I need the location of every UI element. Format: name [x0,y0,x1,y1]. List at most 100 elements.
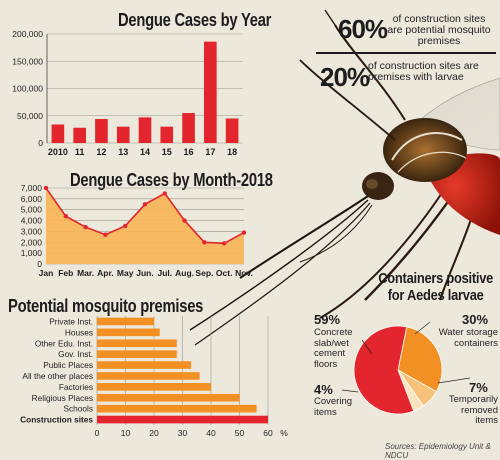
y-tick-label: 2,000 [21,237,43,247]
pie-label-concrete: Concrete slab/wet cement floors [314,327,353,370]
bar-12 [95,119,108,143]
point-Mar. [83,224,88,230]
pie-pct-removed: 7% [469,380,488,395]
x-tick-label: 11 [75,147,85,157]
x-tick-label: Mar. [77,268,94,278]
y-tick-label: Other Edu. Inst. [35,338,93,348]
point-May [123,223,128,229]
bar-houses [97,328,160,337]
x-tick-label: 16 [184,147,194,157]
x-tick-label: Jun. [136,268,153,278]
pie-pct-concrete: 59% [314,312,341,327]
bar-schools [97,404,257,413]
x-tick-label: 40 [206,428,216,438]
y-tick-label: 0 [37,259,42,269]
bar-15 [160,126,174,143]
x-tick-label: 10 [121,428,131,438]
x-tick-label: Jan [39,268,54,278]
x-tick-label: Feb [58,268,73,278]
y-tick-label: 4,000 [21,216,43,226]
point-Nov. [241,230,247,235]
pie-label-removed: Temporarily removed items [448,394,498,426]
x-tick-label: 20 [149,428,159,438]
x-tick-label: 12 [96,147,106,157]
bar-private-inst- [97,317,154,326]
x-tick-label: Sep. [195,268,213,278]
x-tick-label: Nov. [235,268,253,278]
x-tick-label: 13 [118,147,128,157]
area-fill [46,188,244,264]
chart-title-year: Dengue Cases by Year [118,10,272,30]
pie-label-water: Water storage containers [438,327,498,349]
y-tick-label: Religious Places [32,393,93,403]
x-tick-label: Apr. [97,268,114,278]
bar-11 [73,127,86,143]
x-tick-label: 50 [235,428,245,438]
x-tick-label: 14 [140,147,150,157]
y-tick-label: 200,000 [12,29,43,39]
chart-dengue-by-year: 0 50,000 100,000 150,000 200,000 2010 11 12 13 14… [12,29,243,157]
stat-value-1: 60% [338,14,388,44]
y-tick-label: Houses [65,327,93,337]
point-Oct. [222,241,227,246]
point-Feb [63,214,68,219]
y-tick-label: 3,000 [21,226,43,236]
x-tick-label: May [117,268,134,278]
y-tick-label: Construction sites [20,415,93,425]
chart-title-premises: Potential mosquito premises [8,296,204,316]
y-tick-label: Schools [63,404,93,414]
bar-16 [182,113,195,143]
x-tick-label: 0 [95,428,100,438]
pie-pct-covering: 4% [314,382,333,397]
x-unit-label: % [280,428,288,438]
point-Sep. [202,240,207,245]
bar-17 [204,41,217,143]
point-Aug. [182,218,187,223]
point-Jun. [142,202,148,207]
pie-label-covering: Covering items [314,396,353,418]
stat-value-2: 20% [320,62,370,92]
chart-title-containers-text: Containers positive for Aedes larvae [378,270,494,304]
y-tick-label: 5,000 [21,205,43,215]
bar-other-edu-inst- [97,339,177,348]
bar-13 [116,126,130,143]
y-tick-label: 6,000 [21,194,43,204]
x-tick-label: Aug. [175,268,194,278]
x-tick-label: 30 [178,428,188,438]
bar-religious-places [97,393,240,402]
bar-all-the-other-places [97,372,200,380]
x-tick-label: Oct. [216,268,233,278]
bar-14 [138,117,152,143]
bar-18 [225,118,239,143]
y-tick-label: 100,000 [12,84,43,94]
y-tick-label: Gov. Inst. [58,349,93,359]
x-tick-label: 18 [227,147,237,157]
bar-2010 [51,124,65,143]
x-tick-label: 17 [205,147,215,157]
bar-construction-sites [97,415,268,424]
y-tick-label: Private Inst. [49,316,93,326]
y-tick-label: All the other places [22,371,93,381]
x-tick-label: Jul. [157,268,172,278]
pie-pct-water: 30% [462,312,489,327]
y-tick-label: Factories [59,382,93,392]
bar-public-places [97,361,192,369]
source-note: Sources: Epidemiology Unit & NDCU [385,442,491,460]
stat-text-2: of construction sites are premises with … [368,60,479,83]
y-tick-label: 1,000 [21,248,43,258]
point-Jul. [162,191,167,196]
y-tick-label: 7,000 [21,183,43,193]
point-Jan [43,185,49,191]
y-tick-label: 150,000 [12,56,43,66]
x-tick-label: 15 [162,147,172,157]
chart-title-month: Dengue Cases by Month-2018 [70,170,273,190]
x-tick-label: 60 [263,428,273,438]
stat-text-1: of construction sites are potential mosq… [387,13,491,47]
stat-divider [316,52,496,54]
y-tick-label: Public Places [43,360,93,370]
y-tick-label: 0 [38,138,43,148]
bar-factories [97,383,211,391]
